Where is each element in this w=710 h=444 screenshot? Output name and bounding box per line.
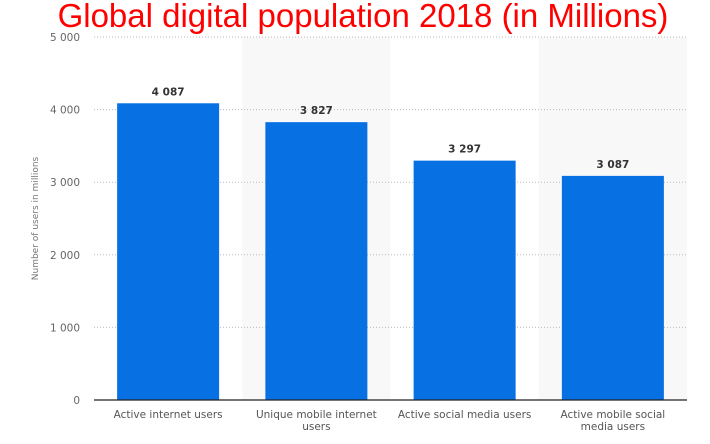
data-label: 4 087 — [152, 86, 185, 98]
x-tick-label: media users — [581, 421, 645, 433]
x-tick-label: Active internet users — [114, 409, 223, 421]
x-tick-label: Active social media users — [398, 409, 532, 421]
bar — [265, 122, 368, 401]
x-tick-label: users — [302, 421, 330, 433]
y-tick-label: 5 000 — [50, 32, 80, 44]
bar — [561, 175, 664, 400]
y-tick-label: 1 000 — [50, 322, 80, 334]
chart-title: Global digital population 2018 (in Milli… — [57, 0, 669, 34]
data-label: 3 297 — [448, 144, 481, 156]
y-axis-label: Number of users in millions — [31, 156, 41, 280]
data-label: 3 087 — [596, 159, 629, 171]
x-tick-label: Active mobile social — [561, 409, 666, 421]
y-tick-label: 3 000 — [50, 177, 80, 189]
bar — [413, 160, 516, 400]
y-tick-label: 4 000 — [50, 105, 80, 117]
data-label: 3 827 — [300, 105, 333, 117]
x-tick-label: Unique mobile internet — [256, 409, 377, 421]
y-tick-label: 2 000 — [50, 250, 80, 262]
y-tick-label: 0 — [73, 395, 80, 407]
bar — [117, 103, 220, 400]
